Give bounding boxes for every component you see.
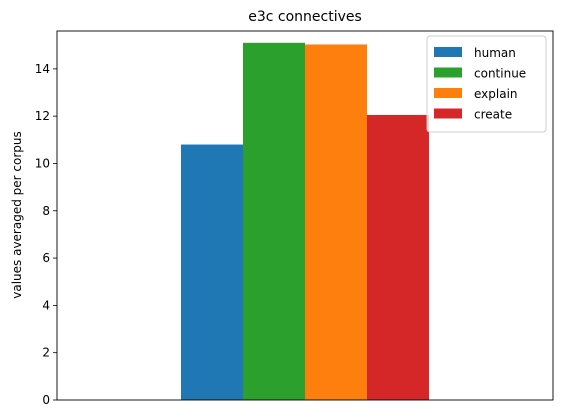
legend-label-human: human <box>474 46 516 60</box>
bars-group <box>181 42 429 400</box>
legend: human continue explain create <box>426 35 547 133</box>
legend-swatch-explain <box>434 88 462 98</box>
legend-swatch-continue <box>434 67 462 78</box>
legend-label-explain: explain <box>474 87 518 101</box>
legend-label-continue: continue <box>474 67 526 81</box>
y-tick-label: 14 <box>35 62 50 76</box>
legend-label-create: create <box>474 108 512 122</box>
y-tick-label: 12 <box>35 109 50 123</box>
y-tick-label: 2 <box>42 346 50 360</box>
plot-area-frame <box>56 30 554 401</box>
y-axis-ticks: 0 2 4 6 8 10 12 14 <box>35 62 57 407</box>
y-tick-label: 8 <box>42 204 50 218</box>
bar-explain <box>305 44 367 400</box>
bar-create <box>367 114 429 400</box>
y-tick-label: 0 <box>42 393 50 407</box>
y-axis-label: values averaged per corpus <box>10 131 24 299</box>
y-tick-label: 6 <box>42 251 50 265</box>
bar-continue <box>243 42 305 400</box>
bar-human <box>181 144 243 400</box>
legend-swatch-create <box>434 108 462 119</box>
legend-box <box>426 35 547 133</box>
y-tick-label: 4 <box>42 298 50 312</box>
y-tick-label: 10 <box>35 156 50 170</box>
chart-title: e3c connectives <box>248 9 362 25</box>
legend-swatch-human <box>434 47 462 57</box>
